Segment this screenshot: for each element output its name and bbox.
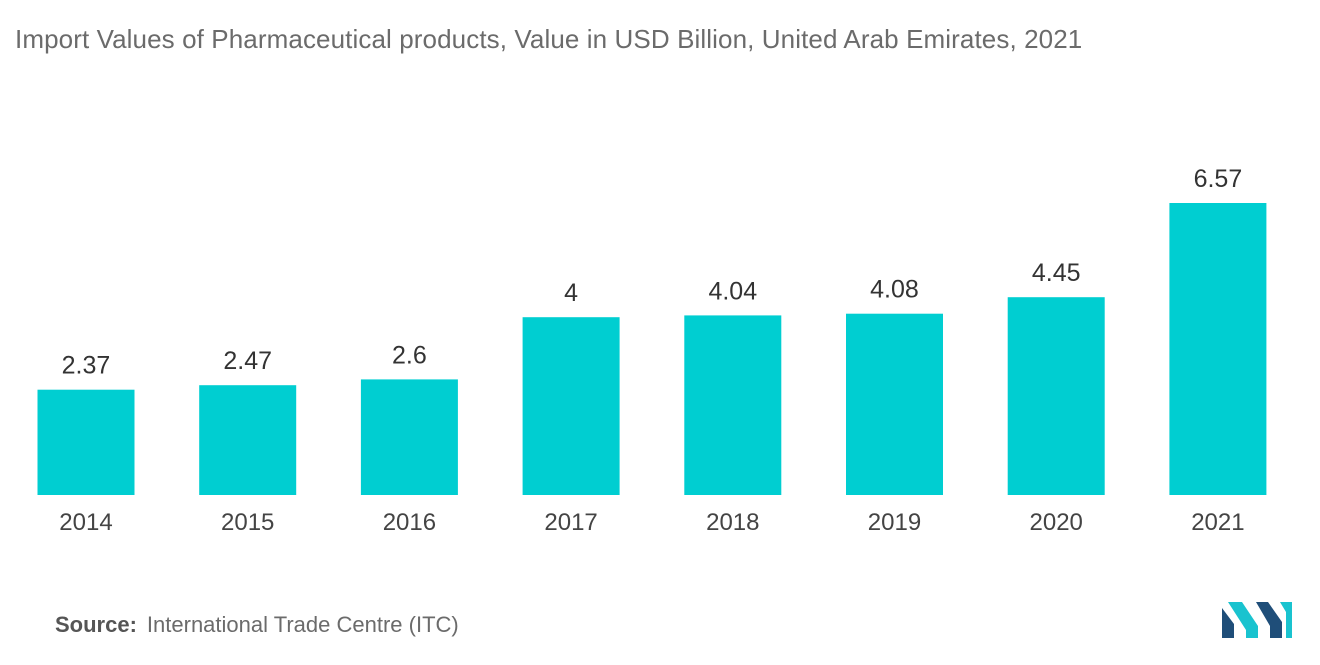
value-label-2017: 4 <box>564 279 578 307</box>
chart-title: Import Values of Pharmaceutical products… <box>15 24 1083 54</box>
x-tick-label-2018: 2018 <box>706 509 759 536</box>
bar-2021 <box>1169 203 1267 495</box>
bar-2014 <box>37 389 135 495</box>
value-label-2014: 2.37 <box>62 352 111 380</box>
x-tick-label-2016: 2016 <box>383 509 436 536</box>
x-tick-label-group: 2014 2015 2016 2017 2018 2019 2020 2021 <box>59 509 1244 536</box>
bar-group <box>37 203 1267 495</box>
x-tick-label-2014: 2014 <box>59 509 112 536</box>
x-tick-label-2021: 2021 <box>1191 509 1244 536</box>
bar-chart: 2.37 2.47 2.64 4.04 4.084.456.57 2014 2015 201… <box>37 165 1267 536</box>
mordor-intelligence-logo-icon <box>1222 602 1292 638</box>
x-tick-label-2015: 2015 <box>221 509 274 536</box>
value-label-2020: 4.45 <box>1032 259 1081 287</box>
x-tick-label-2019: 2019 <box>868 509 921 536</box>
bar-2017 <box>522 317 620 495</box>
bar-2019 <box>846 313 943 495</box>
x-tick-label-2017: 2017 <box>544 509 597 536</box>
x-tick-label-2020: 2020 <box>1030 509 1083 536</box>
value-label-2019: 4.08 <box>870 276 919 304</box>
source-note: Source: International Trade Centre (ITC) <box>55 612 459 638</box>
value-label-2021: 6.57 <box>1194 165 1243 193</box>
value-label-2015: 2.47 <box>223 347 272 375</box>
value-label-2016: 2.6 <box>392 341 427 369</box>
bar-2018 <box>684 315 782 495</box>
bar-2016 <box>360 379 458 495</box>
source-label: Source: <box>55 612 137 637</box>
value-label-2018: 4.04 <box>708 277 757 305</box>
source-text: International Trade Centre (ITC) <box>146 612 459 637</box>
value-label-group: 2.37 2.47 2.6 4 4.04 4.08 4.45 6.57 <box>62 165 1243 380</box>
bar-2020 <box>1007 297 1105 495</box>
bar-2015 <box>199 385 297 495</box>
